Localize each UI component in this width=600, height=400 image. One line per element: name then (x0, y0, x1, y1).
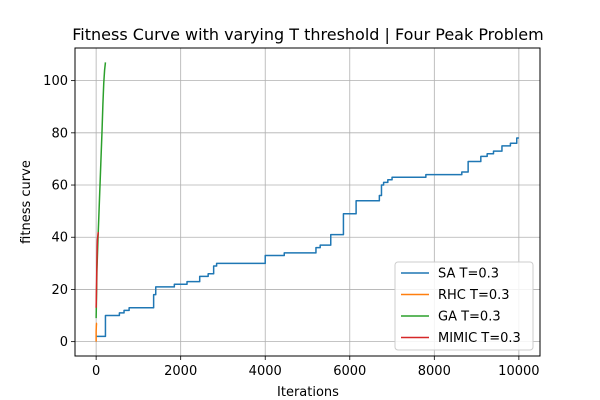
grid (75, 48, 540, 356)
series-line-mimic (95, 231, 99, 308)
x-tick-label: 0 (92, 364, 100, 379)
series-lines (95, 62, 519, 342)
x-tick-label: 2000 (164, 364, 197, 379)
series-line-sa (96, 137, 519, 338)
legend-label-mimic: MIMIC T=0.3 (438, 331, 521, 346)
chart-title: Fitness Curve with varying T threshold |… (72, 25, 543, 44)
series-line-rhc (95, 322, 98, 342)
legend-box (394, 261, 534, 351)
y-tick-label: 20 (51, 283, 68, 298)
x-tick-label: 10000 (498, 364, 539, 379)
x-tick-label: 6000 (333, 364, 366, 379)
y-tick-label: 40 (51, 231, 68, 246)
legend: SA T=0.3 RHC T=0.3 GA T=0.3 MIMIC T=0.3 (394, 261, 534, 351)
legend-label-ga: GA T=0.3 (438, 310, 501, 325)
x-tick-label: 4000 (249, 364, 282, 379)
x-tick-label: 8000 (418, 364, 451, 379)
y-tick-label: 0 (60, 335, 68, 350)
y-tick-label: 60 (51, 179, 68, 194)
x-axis: 0 2000 4000 6000 8000 10000 (92, 356, 540, 379)
x-axis-label: Iterations (277, 385, 339, 400)
plot-frame (74, 47, 541, 357)
legend-label-rhc: RHC T=0.3 (438, 288, 510, 303)
y-tick-label: 80 (51, 126, 68, 141)
y-tick-label: 100 (43, 74, 68, 89)
y-axis-label: fitness curve (19, 160, 34, 244)
y-axis: 0 20 40 60 80 100 (43, 74, 75, 350)
legend-label-sa: SA T=0.3 (438, 267, 499, 282)
